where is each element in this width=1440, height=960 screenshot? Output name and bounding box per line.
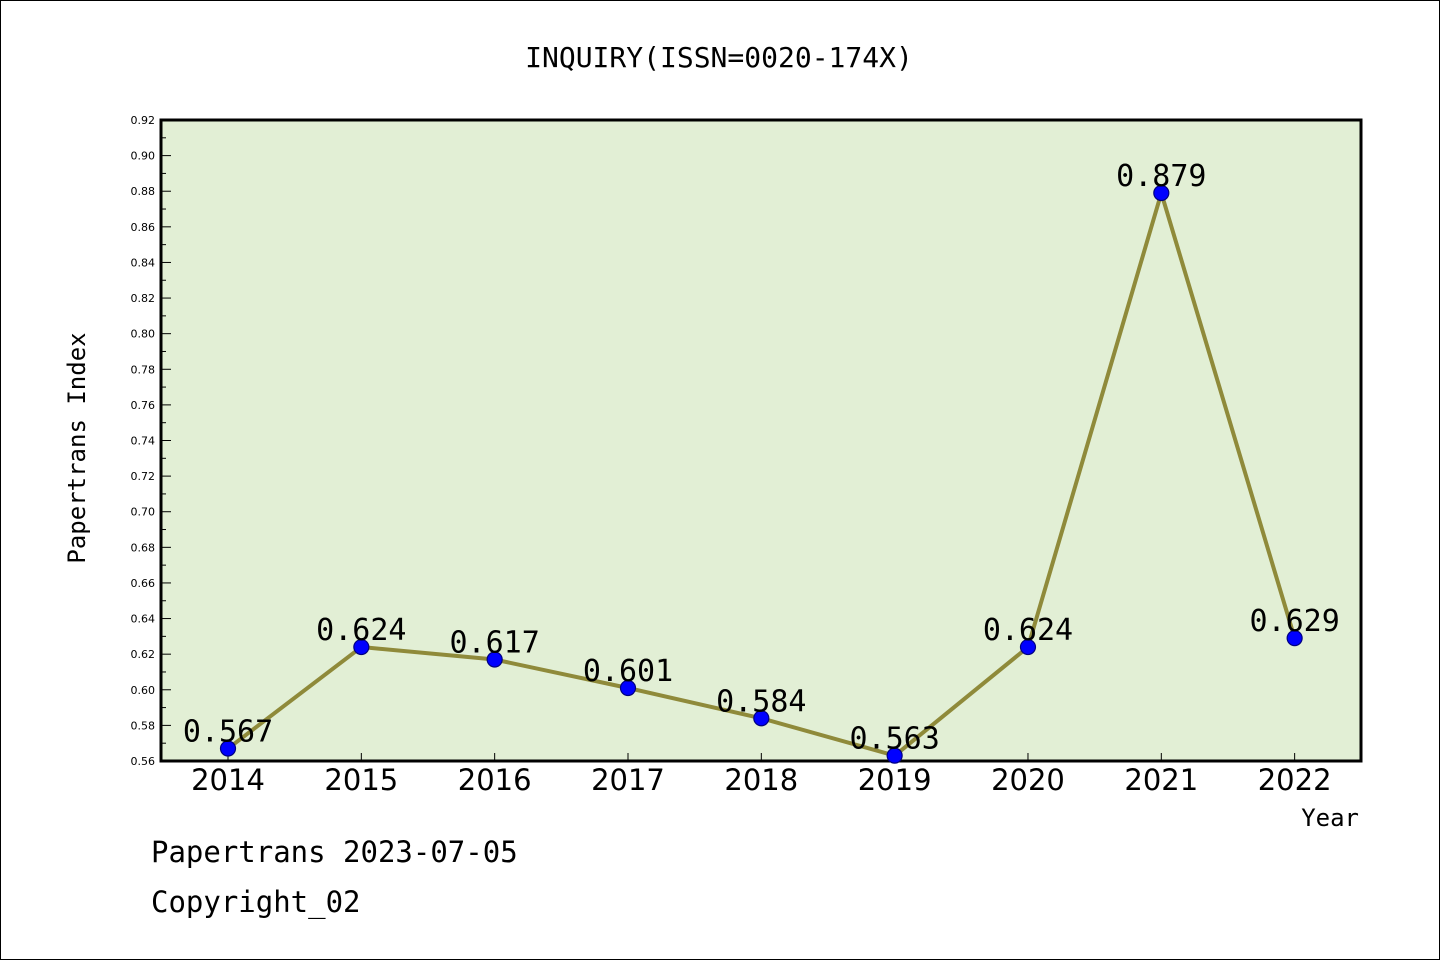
y-axis-label: Papertrans Index (63, 332, 91, 563)
data-label-2014: 0.567 (183, 715, 273, 750)
data-label-2021: 0.879 (1116, 159, 1206, 194)
data-label-2019: 0.563 (849, 722, 939, 757)
data-point-2022 (1286, 630, 1303, 647)
x-tick-label: 2015 (324, 763, 398, 797)
footer-date: Papertrans 2023-07-05 (151, 835, 518, 869)
x-tick-label: 2022 (1258, 763, 1332, 797)
y-tick-label: 0.88 (131, 185, 156, 198)
y-tick-label: 0.70 (131, 506, 156, 519)
data-point-2015 (353, 638, 370, 656)
y-tick-label: 0.78 (131, 363, 156, 376)
chart-title: INQUIRY(ISSN=0020-174X) (525, 41, 913, 74)
data-point-2017 (619, 679, 637, 697)
x-tick-label: 2021 (1124, 763, 1198, 797)
data-label-2018: 0.584 (716, 684, 806, 719)
x-axis-ticks: 2014 2015 2016 2017 2018 2019 2020 2021 2022 (191, 753, 1332, 797)
data-label-2020: 0.624 (983, 613, 1073, 648)
y-tick-label: 0.56 (131, 755, 156, 768)
x-axis-label: Year (1301, 804, 1359, 832)
y-tick-label: 0.82 (131, 292, 156, 305)
y-tick-label: 0.86 (131, 221, 156, 234)
y-tick-label: 0.80 (131, 328, 156, 341)
x-tick-label: 2017 (591, 763, 665, 797)
data-point-2016 (486, 651, 503, 668)
data-point-2014 (219, 740, 237, 757)
data-label-2015: 0.624 (316, 613, 406, 648)
data-label-2022: 0.629 (1249, 604, 1339, 639)
y-tick-label: 0.74 (131, 435, 156, 448)
data-label-2017: 0.601 (583, 654, 673, 689)
y-tick-label: 0.68 (131, 541, 156, 554)
data-point-2021 (1153, 184, 1170, 202)
x-tick-label: 2019 (858, 763, 932, 797)
y-tick-label: 0.64 (131, 613, 156, 626)
y-tick-label: 0.66 (131, 577, 156, 590)
y-tick-label: 0.84 (131, 256, 156, 269)
data-point-2018 (753, 710, 770, 727)
x-tick-label: 2020 (991, 763, 1065, 797)
y-tick-label: 0.76 (131, 399, 156, 412)
y-tick-label: 0.90 (131, 150, 156, 163)
data-label-2016: 0.617 (450, 626, 540, 661)
data-point-2019 (886, 747, 903, 764)
y-tick-label: 0.72 (131, 470, 156, 483)
data-markers (219, 184, 1303, 764)
footer-copyright: Copyright_02 (151, 885, 361, 919)
y-tick-label: 0.60 (131, 684, 156, 697)
data-point-2020 (1019, 638, 1037, 656)
y-axis-ticks: 0.56 0.58 0.60 0.62 0.64 0.66 0.68 0.70 0.72 0.74… (131, 114, 171, 768)
x-tick-label: 2018 (724, 763, 798, 797)
y-tick-label: 0.92 (131, 114, 156, 127)
y-tick-label: 0.62 (131, 648, 156, 661)
data-labels: 0.567 0.624 0.617 0.601 0.584 0.563 0.624 0.879… (183, 159, 1340, 757)
x-tick-label: 2016 (458, 763, 532, 797)
y-tick-label: 0.58 (131, 719, 156, 732)
x-tick-label: 2014 (191, 763, 265, 797)
